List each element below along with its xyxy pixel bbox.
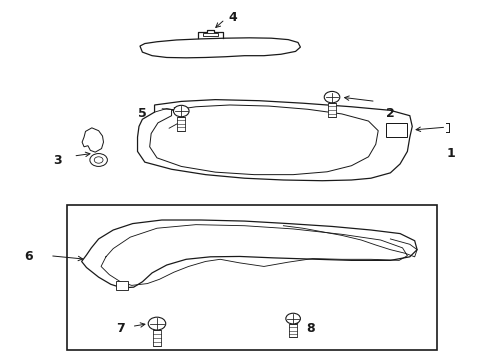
Circle shape [285, 313, 300, 324]
Polygon shape [82, 128, 103, 152]
Polygon shape [152, 330, 161, 346]
Text: 6: 6 [24, 250, 32, 263]
Text: 8: 8 [305, 322, 314, 335]
Bar [203, 33, 217, 36]
Text: 5: 5 [138, 107, 146, 120]
Text: 2: 2 [385, 107, 394, 120]
Polygon shape [289, 324, 296, 337]
Circle shape [173, 105, 189, 117]
Text: 3: 3 [53, 154, 61, 167]
Polygon shape [177, 117, 185, 131]
Bar [116, 281, 128, 290]
Text: 4: 4 [227, 11, 236, 24]
Circle shape [94, 157, 103, 163]
Circle shape [90, 154, 107, 166]
Polygon shape [327, 103, 335, 117]
Circle shape [148, 317, 165, 330]
Polygon shape [81, 220, 416, 288]
Polygon shape [385, 123, 407, 137]
Polygon shape [137, 100, 411, 181]
Polygon shape [140, 38, 300, 58]
Bar [67, 205, 436, 350]
Circle shape [324, 91, 339, 103]
Polygon shape [149, 105, 377, 175]
Text: 1: 1 [446, 147, 455, 160]
Text: 7: 7 [116, 322, 124, 335]
